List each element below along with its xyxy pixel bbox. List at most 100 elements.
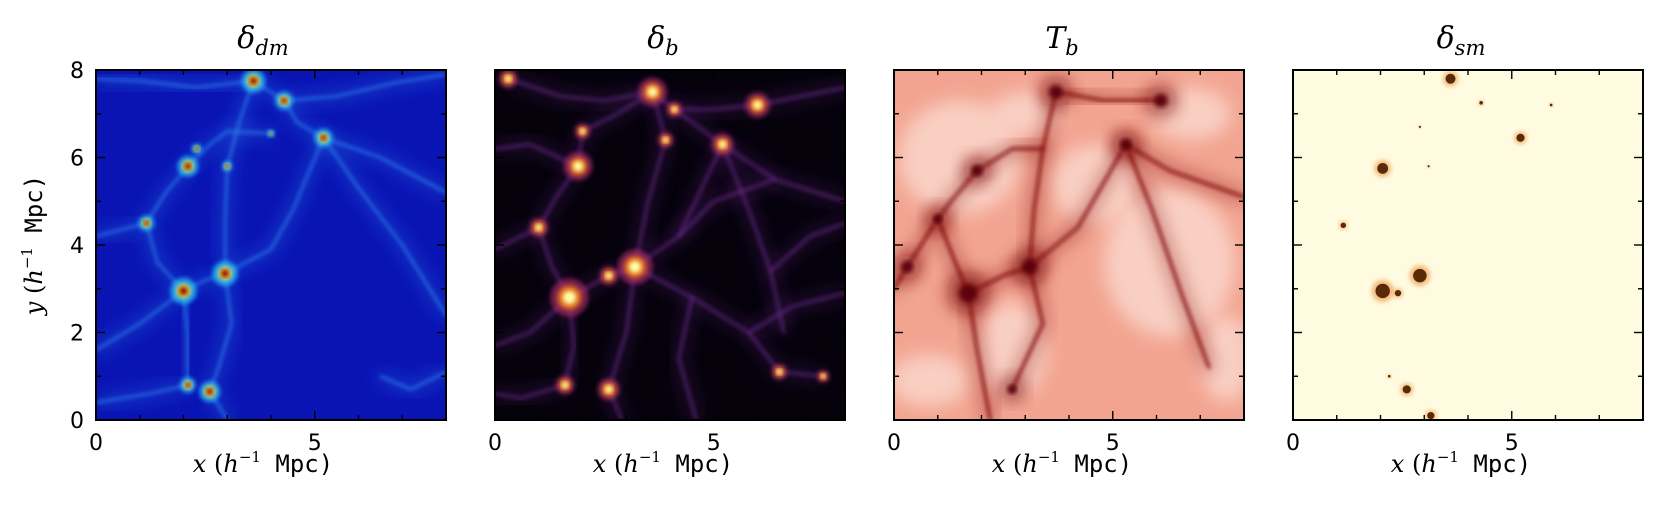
stellar-clump xyxy=(1549,103,1553,107)
x-tick-label: 5 xyxy=(1505,431,1519,456)
density-peak xyxy=(562,290,576,305)
stellar-clump xyxy=(1340,222,1347,229)
filament xyxy=(322,136,446,317)
density-peak xyxy=(143,220,149,226)
filament xyxy=(1124,142,1244,199)
stellar-clump xyxy=(1413,268,1427,283)
heatmap-b xyxy=(495,70,845,420)
heatmap-background xyxy=(1293,70,1643,420)
hot-cold-core xyxy=(1154,94,1168,108)
density-peak xyxy=(573,161,584,172)
panel-title-tb: Tb xyxy=(1045,21,1078,60)
density-peak xyxy=(628,260,642,273)
filament xyxy=(96,77,255,89)
heatmap-sm xyxy=(1293,70,1643,420)
light-region xyxy=(894,354,969,407)
filament xyxy=(495,143,580,168)
x-tick-label: 5 xyxy=(707,431,721,456)
density-peak xyxy=(579,128,586,134)
density-peak xyxy=(504,75,512,83)
panel-title-sm: δsm xyxy=(1437,21,1486,60)
filament xyxy=(607,265,637,420)
stellar-clump xyxy=(1427,165,1430,168)
y-tick-label: 8 xyxy=(70,59,84,84)
filament xyxy=(1010,265,1045,391)
filament xyxy=(224,136,325,275)
hot-cold-core xyxy=(932,213,943,224)
filament xyxy=(495,383,567,400)
panel-title-dm: δdm xyxy=(237,21,288,60)
stellar-clump xyxy=(1445,73,1456,84)
filament xyxy=(747,292,845,334)
filament xyxy=(96,222,148,238)
filament xyxy=(677,296,698,420)
x-tick-label: 0 xyxy=(887,431,901,456)
density-peak xyxy=(179,286,188,295)
density-peak xyxy=(671,106,678,113)
x-tick-label: 0 xyxy=(89,431,103,456)
density-peak xyxy=(647,86,658,97)
density-peak xyxy=(535,224,543,231)
panel-dm: δdm 0 5 0 2 4 6 8 x (h−1 Mpc) y (h−1 Mpc) xyxy=(18,21,447,478)
density-peak xyxy=(184,163,192,170)
filament xyxy=(1054,90,1163,103)
hot-cold-core xyxy=(901,261,913,273)
density-peak xyxy=(195,147,199,151)
panel-tb: Tb 0 5 x (h−1 Mpc) xyxy=(887,21,1245,478)
density-peak xyxy=(221,269,229,278)
panel-b: δb 0 5 x (h−1 Mpc) xyxy=(488,21,846,478)
filament xyxy=(577,90,654,168)
filament xyxy=(721,143,785,334)
ticks-dm: 0 5 0 2 4 6 8 xyxy=(70,59,447,456)
density-peak xyxy=(185,382,191,388)
y-tick-label: 0 xyxy=(70,409,84,434)
density-peak xyxy=(820,374,826,379)
filament xyxy=(1028,90,1058,269)
density-peak xyxy=(561,381,569,389)
x-axis-label-sm: x (h−1 Mpc) xyxy=(1391,448,1531,478)
density-peak xyxy=(718,140,727,149)
light-region xyxy=(1200,315,1244,403)
heatmap-tb xyxy=(894,70,1244,420)
panel-title-b: δb xyxy=(647,21,679,60)
hot-cold-core xyxy=(971,165,983,177)
filament xyxy=(208,272,233,420)
x-axis-label-tb: x (h−1 Mpc) xyxy=(992,448,1132,478)
stellar-clump xyxy=(1377,163,1389,174)
stellar-clump xyxy=(1418,125,1421,128)
x-axis-label-dm: x (h−1 Mpc) xyxy=(193,448,333,478)
x-tick-label: 0 xyxy=(488,431,502,456)
hot-cold-core xyxy=(1022,259,1037,275)
light-region xyxy=(977,301,1048,399)
x-tick-label: 5 xyxy=(1106,431,1120,456)
filament xyxy=(1124,142,1211,369)
stellar-clump xyxy=(1516,133,1525,142)
filament xyxy=(182,289,189,387)
density-peak xyxy=(320,135,327,141)
hot-cold-core xyxy=(959,284,978,302)
density-peak xyxy=(225,164,229,168)
hot-cold-core xyxy=(1007,384,1017,395)
y-axis-label: y (h−1 Mpc) xyxy=(18,175,48,316)
stellar-clump xyxy=(1427,412,1435,420)
filament xyxy=(96,383,189,404)
filament xyxy=(651,86,845,111)
hot-cold-core xyxy=(1120,138,1132,150)
filament xyxy=(507,77,654,102)
density-peak xyxy=(753,100,762,110)
filament xyxy=(252,73,446,102)
y-tick-label: 6 xyxy=(70,147,84,172)
y-tick-label: 4 xyxy=(70,234,84,259)
stellar-clump xyxy=(1402,385,1411,394)
density-peak xyxy=(269,132,273,135)
stellar-clump xyxy=(1479,101,1483,105)
filament xyxy=(96,289,185,352)
stellar-clump xyxy=(1394,289,1402,297)
x-axis-label-b: x (h−1 Mpc) xyxy=(593,448,733,478)
hot-cold-core xyxy=(1049,85,1063,99)
x-tick-label: 5 xyxy=(308,431,322,456)
density-peak xyxy=(281,97,287,104)
